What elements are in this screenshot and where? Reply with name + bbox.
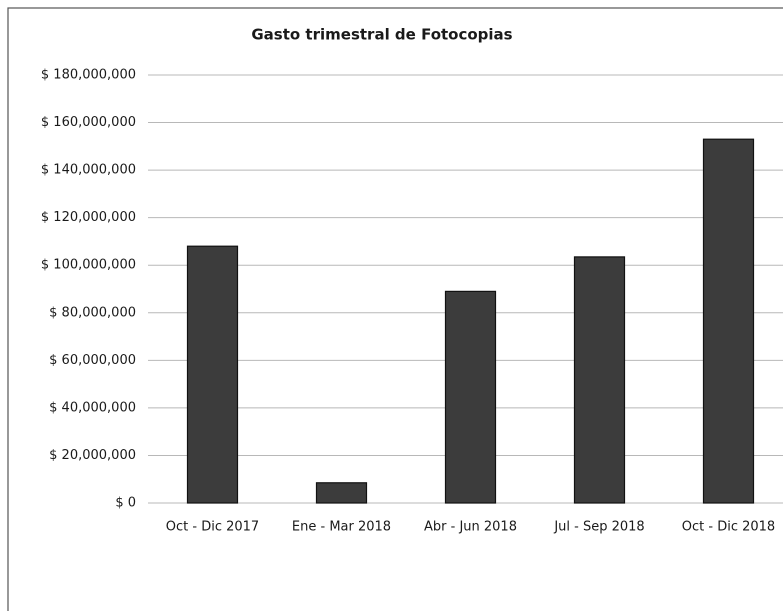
y-tick-label: $ 120,000,000 (41, 210, 136, 225)
chart-title: Gasto trimestral de Fotocopias (251, 26, 512, 44)
x-tick-label: Oct - Dic 2018 (682, 520, 775, 535)
x-tick-label: Ene - Mar 2018 (292, 520, 391, 535)
y-tick-label: $ 60,000,000 (49, 353, 136, 368)
bar (315, 482, 368, 504)
y-tick-label: $ 180,000,000 (41, 68, 136, 83)
x-tick-label: Oct - Dic 2017 (166, 520, 259, 535)
y-tick-label: $ 40,000,000 (49, 400, 136, 415)
bar (186, 245, 239, 504)
bar (702, 138, 755, 504)
y-tick-label: $ 0 (115, 496, 136, 511)
chart-frame (7, 7, 783, 611)
bar (444, 290, 497, 504)
y-tick-label: $ 20,000,000 (49, 448, 136, 463)
y-tick-label: $ 160,000,000 (41, 115, 136, 130)
y-tick-label: $ 80,000,000 (49, 305, 136, 320)
bar (573, 256, 626, 504)
y-tick-label: $ 100,000,000 (41, 258, 136, 273)
x-tick-label: Abr - Jun 2018 (424, 520, 517, 535)
x-tick-label: Jul - Sep 2018 (553, 520, 644, 535)
y-tick-label: $ 140,000,000 (41, 163, 136, 178)
